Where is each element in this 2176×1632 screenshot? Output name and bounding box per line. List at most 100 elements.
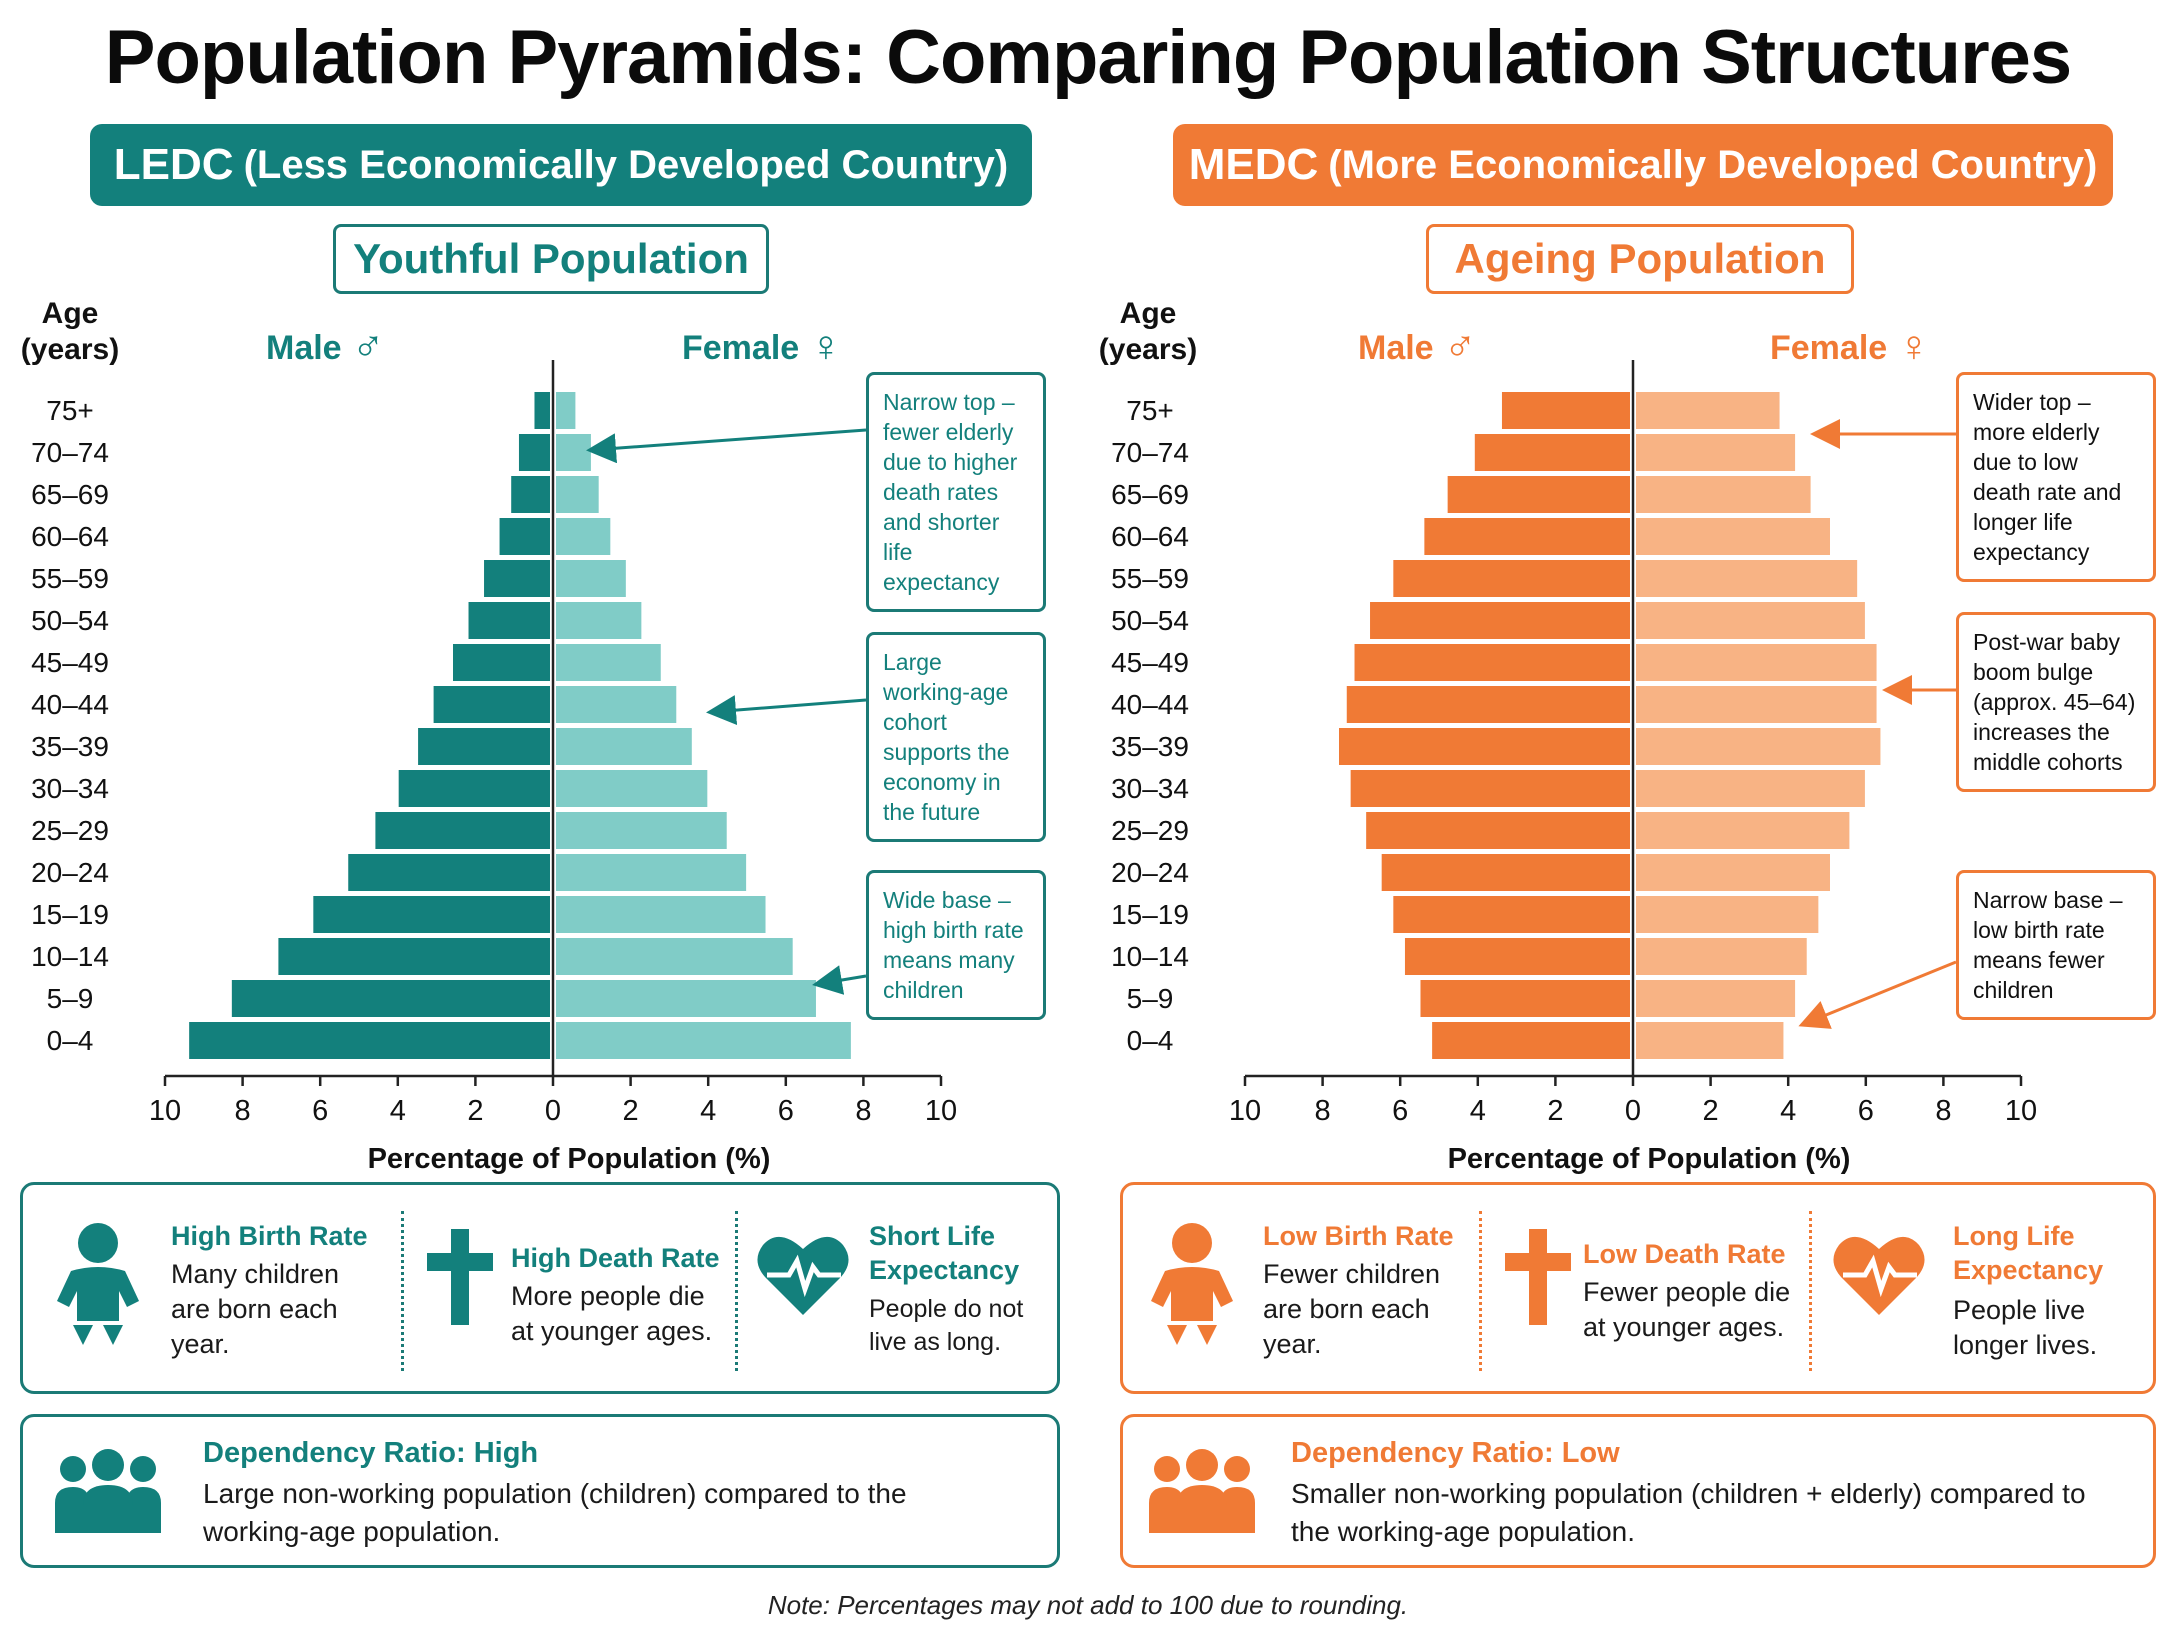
medc-x-tick-label: 10 [1229, 1095, 1261, 1127]
medc-bar-male [1393, 560, 1630, 597]
baby-icon [1151, 1223, 1233, 1345]
ledc-annotation-middle: Large working-age cohort supports the ec… [866, 632, 1046, 842]
ledc-bar-female [556, 560, 626, 597]
ledc-bar-female [556, 644, 661, 681]
female-icon: ♀ [1897, 322, 1931, 371]
ledc-age-header: Age (years) [20, 296, 120, 368]
ledc-age-label: 20–24 [31, 857, 109, 888]
ledc-arrow-top [586, 428, 867, 464]
ledc-fact-text-birth: Many children are born each year. [171, 1259, 340, 1359]
medc-age-label: 65–69 [1111, 479, 1189, 510]
medc-bar-male [1420, 980, 1630, 1017]
ledc-male-label: Male ♂ [266, 322, 385, 372]
ledc-bar-female [556, 476, 599, 513]
ledc-x-tick-label: 6 [312, 1095, 328, 1127]
medc-bar-male [1346, 686, 1630, 723]
ledc-bar-male [398, 770, 550, 807]
medc-fact-text-birth: Fewer children are born each year. [1263, 1259, 1441, 1359]
medc-bar-male [1404, 938, 1630, 975]
medc-dependency-text: Smaller non-working population (children… [1291, 1478, 2086, 1547]
ledc-x-tick-label: 6 [778, 1095, 794, 1127]
ledc-bar-male [278, 938, 550, 975]
medc-bar-male [1501, 392, 1630, 429]
medc-bar-male [1339, 728, 1630, 765]
ledc-age-label: 10–14 [31, 941, 109, 972]
ledc-fact-text-death: More people die at younger ages. [511, 1281, 713, 1346]
ledc-banner: LEDC (Less Economically Developed Countr… [90, 124, 1032, 206]
medc-age-label: 50–54 [1111, 605, 1189, 636]
medc-bar-male [1447, 476, 1630, 513]
ledc-female-label: Female ♀ [682, 322, 842, 372]
ledc-age-label: 60–64 [31, 521, 109, 552]
medc-age-label: 55–59 [1111, 563, 1189, 594]
ledc-x-tick-label: 2 [623, 1095, 639, 1127]
ledc-bar-male [433, 686, 550, 723]
ledc-bar-female [556, 602, 642, 639]
medc-age-label: 15–19 [1111, 899, 1189, 930]
ledc-x-tick-label: 4 [700, 1095, 716, 1127]
medc-pyramid-chart: 0–4 5–9 10–14 15–19 20–24 25–29 30–34 35–39 40–4… [1111, 360, 2037, 1175]
medc-age-label: 0–4 [1127, 1025, 1174, 1056]
people-icon [1149, 1449, 1255, 1533]
medc-x-tick-label: 2 [1703, 1095, 1719, 1127]
medc-bar-female [1636, 980, 1796, 1017]
ledc-x-tick-label: 10 [925, 1095, 957, 1127]
ledc-x-axis-label: Percentage of Population (%) [368, 1143, 771, 1175]
medc-annotation-base: Narrow base – low birth rate means fewer… [1956, 870, 2156, 1020]
ledc-age-label: 55–59 [31, 563, 109, 594]
medc-fact-title-life: Long Life Expectancy [1953, 1221, 2104, 1285]
ledc-dependency-title: Dependency Ratio: High [203, 1437, 539, 1469]
divider [735, 1211, 738, 1371]
ledc-bar-female [556, 854, 747, 891]
medc-bar-male [1432, 1022, 1630, 1059]
ledc-bar-male [468, 602, 550, 639]
ledc-age-label: 0–4 [47, 1025, 94, 1056]
ledc-age-label: 40–44 [31, 689, 109, 720]
medc-bar-female [1636, 770, 1865, 807]
male-icon: ♂ [1443, 322, 1477, 371]
ledc-subtitle: Youthful Population [333, 224, 769, 294]
baby-icon [57, 1223, 139, 1345]
medc-female-text: Female [1770, 329, 1888, 367]
medc-bar-female [1636, 644, 1877, 681]
medc-age-label: 60–64 [1111, 521, 1189, 552]
ledc-bar-female [556, 392, 576, 429]
ledc-fact-title-birth: High Birth Rate [171, 1221, 368, 1251]
ledc-bar-female [556, 896, 766, 933]
medc-age-header-text: Age (years) [1098, 297, 1198, 366]
ledc-age-label: 25–29 [31, 815, 109, 846]
medc-bar-male [1354, 644, 1630, 681]
ledc-bar-male [453, 644, 550, 681]
medc-x-tick-label: 4 [1780, 1095, 1796, 1127]
medc-age-label: 30–34 [1111, 773, 1189, 804]
ledc-bar-male [518, 434, 550, 471]
medc-dependency-panel: Dependency Ratio: Low Smaller non-workin… [1120, 1414, 2156, 1568]
ledc-bar-male [499, 518, 550, 555]
medc-bar-male [1474, 434, 1630, 471]
ledc-age-label: 65–69 [31, 479, 109, 510]
ledc-age-label: 30–34 [31, 773, 109, 804]
medc-age-label: 70–74 [1111, 437, 1189, 468]
people-icon [55, 1449, 161, 1533]
medc-facts-panel: Low Birth Rate Fewer children are born e… [1120, 1182, 2156, 1394]
ledc-bar-male [348, 854, 550, 891]
medc-bar-female [1636, 602, 1865, 639]
ledc-banner-main: LEDC [113, 140, 234, 189]
ledc-annotation-base: Wide base – high birth rate means many c… [866, 870, 1046, 1020]
medc-age-label: 40–44 [1111, 689, 1189, 720]
medc-male-label: Male ♂ [1358, 322, 1477, 372]
medc-age-label: 75+ [1126, 395, 1174, 426]
medc-age-label: 25–29 [1111, 815, 1189, 846]
ledc-bar-male [418, 728, 550, 765]
medc-bar-female [1636, 476, 1811, 513]
ledc-bar-female [556, 728, 692, 765]
medc-annotation-top: Wider top – more elderly due to low deat… [1956, 372, 2156, 582]
ledc-female-text: Female [682, 329, 800, 367]
medc-fact-title-death: Low Death Rate [1583, 1239, 1786, 1269]
medc-x-tick-label: 2 [1547, 1095, 1563, 1127]
ledc-x-tick-label: 8 [235, 1095, 251, 1127]
ledc-x-tick-label: 2 [467, 1095, 483, 1127]
medc-bar-female [1636, 896, 1819, 933]
ledc-bar-female [556, 812, 727, 849]
ledc-dependency-text: Large non-working population (children) … [203, 1478, 907, 1547]
